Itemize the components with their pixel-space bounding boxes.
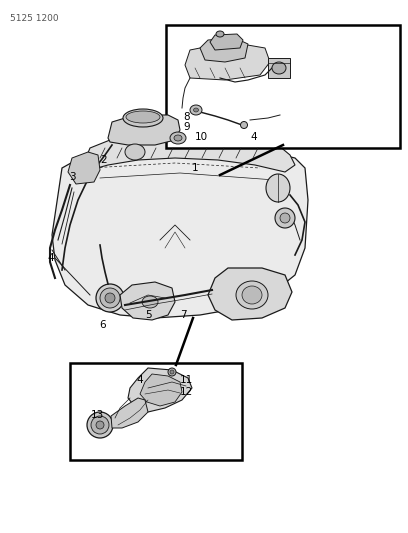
Polygon shape (128, 368, 192, 412)
Ellipse shape (96, 421, 104, 429)
Text: 4: 4 (136, 375, 143, 385)
Text: 1: 1 (192, 163, 198, 173)
Ellipse shape (126, 111, 160, 123)
Polygon shape (108, 115, 180, 145)
Ellipse shape (236, 281, 268, 309)
Text: 7: 7 (180, 310, 186, 320)
Polygon shape (208, 268, 292, 320)
Text: 3: 3 (69, 172, 75, 182)
Ellipse shape (170, 132, 186, 144)
Ellipse shape (272, 62, 286, 74)
Bar (70, 363, 242, 460)
Polygon shape (210, 34, 243, 50)
Text: 5: 5 (146, 310, 152, 320)
Ellipse shape (190, 105, 202, 115)
Text: 12: 12 (180, 387, 193, 397)
Bar (268, 58, 290, 78)
Ellipse shape (240, 122, 248, 128)
Ellipse shape (193, 108, 199, 112)
Text: 9: 9 (183, 122, 190, 132)
Polygon shape (85, 132, 295, 172)
Ellipse shape (280, 213, 290, 223)
Polygon shape (68, 152, 100, 184)
Polygon shape (200, 38, 248, 62)
Bar (166, 25, 400, 148)
Text: 10: 10 (195, 132, 208, 142)
Ellipse shape (91, 416, 109, 434)
Text: 4: 4 (250, 132, 257, 142)
Text: 6: 6 (100, 320, 106, 330)
Ellipse shape (100, 288, 120, 308)
Text: 13: 13 (91, 410, 104, 420)
Ellipse shape (142, 296, 158, 308)
Text: 5125 1200: 5125 1200 (10, 14, 59, 23)
Ellipse shape (125, 144, 145, 160)
Text: 2: 2 (101, 155, 107, 165)
Polygon shape (120, 282, 175, 320)
Polygon shape (140, 374, 182, 406)
Ellipse shape (123, 109, 163, 127)
Ellipse shape (174, 135, 182, 141)
Ellipse shape (87, 412, 113, 438)
Ellipse shape (242, 286, 262, 304)
Text: 8: 8 (183, 112, 190, 122)
Ellipse shape (168, 368, 176, 376)
Polygon shape (111, 398, 148, 428)
Ellipse shape (170, 370, 174, 374)
Polygon shape (52, 148, 308, 318)
Text: 11: 11 (180, 375, 193, 385)
Ellipse shape (275, 208, 295, 228)
Ellipse shape (266, 174, 290, 202)
Polygon shape (185, 42, 270, 80)
Ellipse shape (96, 284, 124, 312)
Ellipse shape (216, 31, 224, 37)
Text: 4: 4 (48, 253, 54, 263)
Ellipse shape (105, 293, 115, 303)
